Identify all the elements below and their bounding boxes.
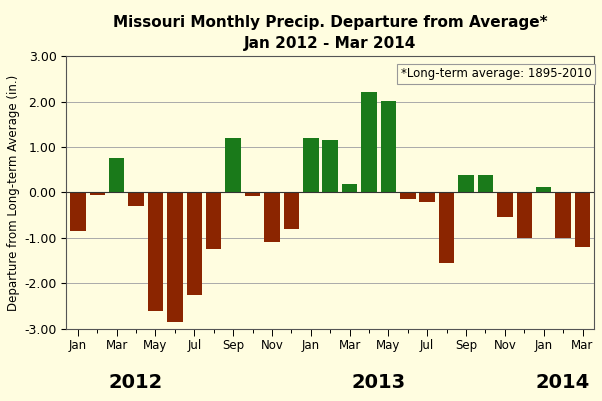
Bar xyxy=(497,192,513,217)
Bar xyxy=(458,175,474,192)
Bar xyxy=(575,192,591,247)
Bar xyxy=(323,140,338,192)
Text: 2013: 2013 xyxy=(352,373,406,392)
Bar xyxy=(478,175,493,192)
Bar xyxy=(342,184,358,192)
Bar xyxy=(361,93,377,192)
Bar xyxy=(128,192,144,206)
Y-axis label: Departure from Long-term Average (in.): Departure from Long-term Average (in.) xyxy=(7,74,20,311)
Bar xyxy=(147,192,163,311)
Bar xyxy=(187,192,202,295)
Bar xyxy=(225,138,241,192)
Bar xyxy=(206,192,222,249)
Bar xyxy=(555,192,571,238)
Bar xyxy=(303,138,318,192)
Bar xyxy=(109,158,125,192)
Bar xyxy=(167,192,182,322)
Title: Missouri Monthly Precip. Departure from Average*
Jan 2012 - Mar 2014: Missouri Monthly Precip. Departure from … xyxy=(113,15,547,51)
Bar xyxy=(284,192,299,229)
Bar xyxy=(70,192,85,231)
Bar xyxy=(380,101,396,192)
Bar xyxy=(439,192,455,263)
Text: *Long-term average: 1895-2010: *Long-term average: 1895-2010 xyxy=(401,67,592,80)
Bar xyxy=(400,192,415,199)
Bar xyxy=(264,192,280,243)
Text: 2012: 2012 xyxy=(109,373,163,392)
Bar xyxy=(536,187,551,192)
Bar xyxy=(517,192,532,238)
Bar xyxy=(245,192,260,196)
Bar xyxy=(420,192,435,202)
Text: 2014: 2014 xyxy=(536,373,590,392)
Bar xyxy=(90,192,105,195)
